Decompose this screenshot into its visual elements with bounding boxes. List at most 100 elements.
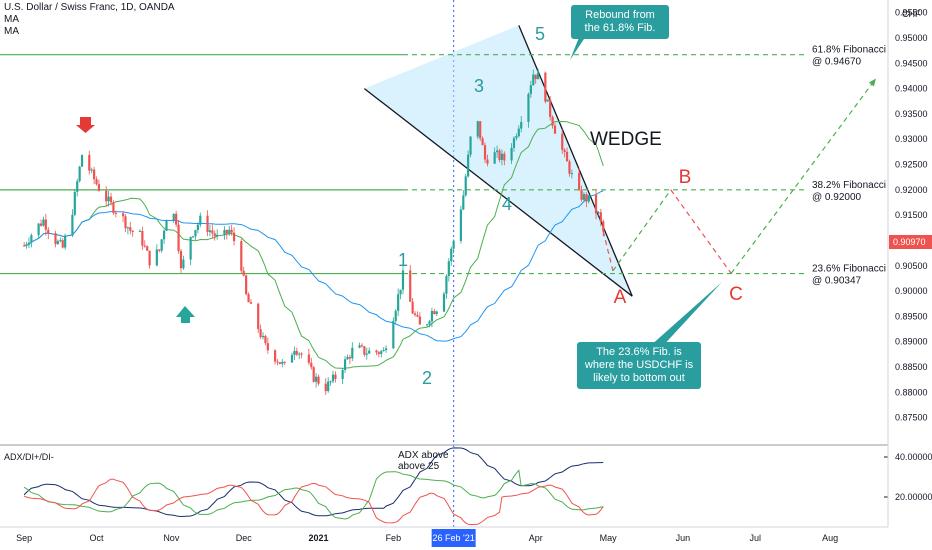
- candle-body: [459, 209, 462, 241]
- candle-body: [73, 191, 76, 215]
- candle-body: [211, 230, 214, 234]
- current-price-label: 0.90970: [893, 237, 926, 247]
- candle-body: [78, 166, 81, 182]
- candle-body: [348, 356, 351, 359]
- candle-body: [413, 313, 417, 315]
- candle-body: [114, 212, 117, 214]
- candle-body: [363, 346, 366, 355]
- candle-body: [493, 152, 496, 164]
- projection: [602, 78, 877, 274]
- candle-body: [435, 311, 438, 315]
- candle-body: [247, 294, 250, 303]
- candle-body: [245, 275, 248, 295]
- adx-line: [23, 447, 604, 518]
- candle-body: [242, 270, 245, 276]
- candle-body: [570, 173, 573, 175]
- abc-label: B: [679, 167, 692, 188]
- date-badge: [431, 529, 476, 547]
- candle-body: [329, 381, 332, 383]
- candle-body: [283, 361, 286, 363]
- bottom-callout-tail: [640, 282, 722, 355]
- candle-body: [298, 353, 301, 355]
- candle-body: [216, 234, 219, 237]
- candle-body: [281, 361, 284, 364]
- candle-body: [498, 150, 501, 160]
- price-tick-label: 0.94500: [895, 58, 928, 68]
- price-tick-label: 0.91500: [895, 210, 928, 220]
- candle-body: [259, 329, 262, 338]
- candle-body: [225, 229, 228, 234]
- candle-body: [418, 316, 421, 325]
- symbol-title[interactable]: U.S. Dollar / Swiss Franc, 1D, OANDA: [4, 2, 175, 13]
- projection-segment: [670, 189, 732, 274]
- candle-body: [375, 350, 378, 353]
- candle-body: [138, 231, 142, 233]
- candle-body: [392, 320, 395, 349]
- wedge: [363, 25, 633, 297]
- candle-body: [315, 376, 318, 382]
- moving-averages: [23, 120, 604, 369]
- time-tick-label: Nov: [163, 533, 180, 543]
- candle-body: [341, 369, 344, 380]
- candle-body: [179, 251, 183, 269]
- price-tick-label: 0.89500: [895, 311, 928, 321]
- candle-body: [56, 241, 60, 244]
- candle-body: [25, 244, 28, 246]
- candle-body: [568, 161, 571, 174]
- candle-body: [495, 150, 499, 153]
- candle-body: [500, 153, 504, 160]
- candle-body: [380, 351, 383, 354]
- date-badge-label: 26 Feb '21: [433, 533, 475, 543]
- candle-body: [597, 212, 600, 214]
- candle-body: [546, 99, 549, 102]
- candles[interactable]: [23, 68, 605, 395]
- candle-body: [467, 154, 470, 177]
- candle-body: [578, 173, 581, 190]
- candle-body: [27, 242, 31, 245]
- candle-body: [189, 236, 192, 260]
- ma-slow-line: [23, 190, 604, 342]
- price-tick-label: 0.90000: [895, 286, 928, 296]
- wave-label: 5: [535, 24, 545, 44]
- projection-segment: [612, 189, 672, 272]
- candle-body: [42, 219, 45, 226]
- candle-body: [520, 121, 523, 129]
- time-tick-label: Apr: [529, 533, 543, 543]
- minus-di-line: [23, 478, 604, 526]
- candle-body: [206, 215, 209, 233]
- time-tick-label: Dec: [236, 533, 253, 543]
- candle-body: [594, 194, 598, 214]
- candle-body: [447, 261, 450, 277]
- price-tick-label: 0.88000: [895, 387, 928, 397]
- time-tick-label: Jul: [750, 533, 762, 543]
- ma-indicator-2[interactable]: MA: [4, 26, 19, 37]
- price-tick-label: 0.95500: [895, 8, 928, 18]
- price-tick-label: 0.92000: [895, 185, 928, 195]
- candle-body: [515, 136, 518, 139]
- candle-body: [510, 147, 513, 161]
- candle-body: [587, 194, 590, 202]
- adx-panel: 40.00000 20.00000 ADX/DI+/DI- ADX aboveabov…: [4, 447, 932, 526]
- ma-indicator-1[interactable]: MA: [4, 14, 19, 25]
- candle-body: [143, 245, 146, 247]
- candle-body: [327, 381, 330, 392]
- plus-di-line: [23, 469, 604, 520]
- price-tick-label: 0.95000: [895, 33, 928, 43]
- candle-body: [565, 151, 569, 162]
- candle-body: [160, 239, 163, 251]
- candle-body: [93, 169, 96, 180]
- wave-label: 3: [474, 76, 484, 96]
- time-tick-label: Aug: [822, 533, 838, 543]
- candle-body: [107, 196, 110, 202]
- candle-body: [230, 229, 233, 233]
- candle-body: [377, 352, 380, 354]
- candle-body: [129, 227, 132, 231]
- time-tick-label: Oct: [90, 533, 105, 543]
- projection-segment: [602, 231, 614, 272]
- candle-body: [464, 176, 467, 196]
- candle-body: [278, 362, 282, 364]
- chart-header: U.S. Dollar / Swiss Franc, 1D, OANDA MA …: [4, 2, 175, 38]
- time-tick-label: 2021: [309, 533, 329, 543]
- candle-body: [124, 216, 127, 229]
